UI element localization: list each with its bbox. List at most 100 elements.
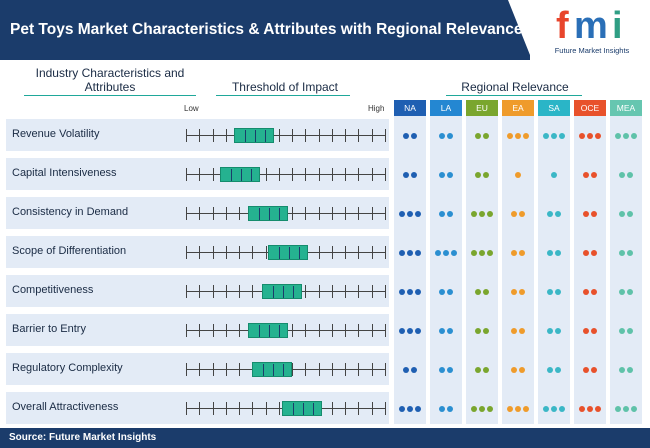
impact-box-tick: [293, 286, 294, 298]
relevance-dot: [439, 406, 445, 412]
relevance-la-barrier-to-entry: [430, 328, 462, 334]
relevance-mea-capital-intensiveness: [610, 172, 642, 178]
scale-tick: [239, 324, 240, 337]
scale-tick: [372, 402, 373, 415]
impact-box-capital-intensiveness: [220, 167, 260, 182]
relevance-dot: [591, 367, 597, 373]
scale-tick: [266, 168, 267, 181]
scale-tick: [186, 363, 187, 376]
scale-tick: [186, 402, 187, 415]
scale-tick: [332, 402, 333, 415]
relevance-dot: [579, 133, 585, 139]
relevance-ea-barrier-to-entry: [502, 328, 534, 334]
logo-wordmark: Future Market Insights: [554, 46, 630, 55]
impact-box-tick: [259, 208, 260, 220]
scale-tick: [372, 168, 373, 181]
scale-tick: [332, 207, 333, 220]
relevance-dot: [479, 211, 485, 217]
relevance-dot: [515, 133, 521, 139]
relevance-dot: [591, 211, 597, 217]
impact-box-tick: [273, 364, 274, 376]
relevance-dot: [407, 211, 413, 217]
scale-tick: [186, 246, 187, 259]
relevance-dot: [447, 211, 453, 217]
region-column-ea: [502, 116, 534, 424]
scale-tick: [305, 285, 306, 298]
scale-tick: [358, 129, 359, 142]
impact-scale-barrier-to-entry: [186, 323, 386, 338]
impact-box-competitiveness: [262, 284, 302, 299]
scale-tick: [199, 402, 200, 415]
impact-box-tick: [269, 208, 270, 220]
relevance-oce-competitiveness: [574, 289, 606, 295]
scale-tick: [213, 207, 214, 220]
scale-tick: [358, 363, 359, 376]
scale-tick: [252, 285, 253, 298]
relevance-mea-regulatory-complexity: [610, 367, 642, 373]
relevance-ea-competitiveness: [502, 289, 534, 295]
scale-tick: [358, 246, 359, 259]
scale-tick: [213, 246, 214, 259]
scale-tick: [199, 207, 200, 220]
region-header-eu: EU: [466, 100, 498, 116]
scale-tick: [358, 402, 359, 415]
scale-tick: [239, 207, 240, 220]
relevance-dot: [591, 328, 597, 334]
relevance-dot: [439, 328, 445, 334]
relevance-eu-consistency-in-demand: [466, 211, 498, 217]
scale-tick: [239, 402, 240, 415]
relevance-dot: [547, 250, 553, 256]
scale-tick: [358, 285, 359, 298]
relevance-dot: [623, 133, 629, 139]
scale-tick: [319, 129, 320, 142]
relevance-oce-overall-attractiveness: [574, 406, 606, 412]
logo-panel: [530, 0, 650, 60]
scale-tick: [186, 207, 187, 220]
relevance-mea-revenue-volatility: [610, 133, 642, 139]
scale-tick: [332, 246, 333, 259]
region-header-la: LA: [430, 100, 462, 116]
scale-tick: [199, 246, 200, 259]
scale-tick: [226, 363, 227, 376]
relevance-mea-consistency-in-demand: [610, 211, 642, 217]
industry-header: Industry Characteristics and Attributes: [35, 66, 185, 94]
scale-tick: [199, 324, 200, 337]
relevance-dot: [411, 367, 417, 373]
scale-tick: [186, 168, 187, 181]
scale-line: [186, 174, 386, 175]
relevance-na-competitiveness: [394, 289, 426, 295]
relevance-dot: [595, 133, 601, 139]
relevance-dot: [511, 328, 517, 334]
relevance-na-scope-of-differentiation: [394, 250, 426, 256]
region-header-mea: MEA: [610, 100, 642, 116]
scale-tick: [319, 285, 320, 298]
relevance-na-regulatory-complexity: [394, 367, 426, 373]
relevance-dot: [483, 289, 489, 295]
scale-tick: [305, 168, 306, 181]
relevance-dot: [475, 172, 481, 178]
scale-tick: [372, 129, 373, 142]
relevance-eu-revenue-volatility: [466, 133, 498, 139]
relevance-ea-scope-of-differentiation: [502, 250, 534, 256]
relevance-la-regulatory-complexity: [430, 367, 462, 373]
scale-tick: [226, 324, 227, 337]
relevance-dot: [479, 406, 485, 412]
scale-tick: [332, 168, 333, 181]
scale-tick: [332, 285, 333, 298]
scale-high-label: High: [368, 104, 385, 113]
relevance-dot: [591, 289, 597, 295]
impact-box-tick: [303, 403, 304, 415]
region-column-la: [430, 116, 462, 424]
relevance-dot: [515, 406, 521, 412]
row-label-barrier-to-entry: Barrier to Entry: [12, 323, 86, 335]
impact-box-tick: [269, 325, 270, 337]
scale-tick: [358, 207, 359, 220]
scale-line: [186, 135, 386, 136]
page-title: Pet Toys Market Characteristics & Attrib…: [10, 21, 523, 38]
relevance-dot: [403, 367, 409, 373]
scale-tick: [319, 168, 320, 181]
relevance-dot: [591, 172, 597, 178]
relevance-ea-revenue-volatility: [502, 133, 534, 139]
relevance-dot: [619, 328, 625, 334]
scale-tick: [385, 129, 386, 142]
